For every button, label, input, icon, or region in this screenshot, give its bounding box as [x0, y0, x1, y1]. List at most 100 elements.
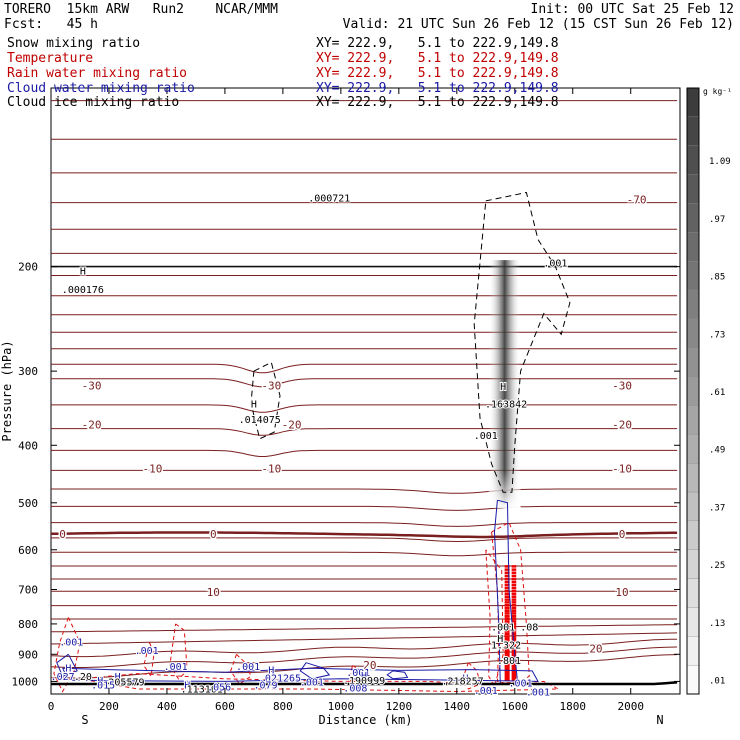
colorbar-swatch [686, 145, 700, 175]
field-xy-temperature: XY= 222.9, 5.1 to 222.9,149.8 [316, 51, 559, 66]
colorbar-swatch [686, 664, 700, 695]
field-label-temperature: Temperature [7, 51, 94, 66]
y-tick-label: 500 [18, 497, 38, 510]
colorbar-unit: g kg⁻¹ [703, 87, 732, 96]
colorbar-swatch [686, 289, 700, 320]
contour-annotation: .205579 [102, 677, 144, 688]
y-tick-label: 600 [18, 544, 38, 557]
rain-contour [53, 617, 81, 693]
y-tick-label: 300 [18, 365, 38, 378]
x-tick-label: 1000 [328, 700, 355, 713]
contour-annotation: .113161 [181, 685, 223, 696]
temperature-contour [51, 537, 678, 543]
rain-contour [230, 653, 252, 685]
temperature-label: 0 [210, 528, 217, 541]
rain-contour [485, 549, 504, 688]
contour-annotation: H [80, 266, 86, 277]
contour-annotation: .000176 [62, 285, 104, 296]
contour-annotation: .021265 [259, 674, 301, 685]
colorbar-swatch [686, 578, 700, 608]
contour-annotation: .190999 [343, 676, 385, 687]
freezing-level-contour [50, 531, 678, 539]
temperature-contour [51, 449, 678, 457]
field-xy-cloud-water: XY= 222.9, 5.1 to 222.9,149.8 [316, 81, 559, 96]
temperature-contour [50, 654, 678, 679]
colorbar-label: .13 [709, 619, 725, 629]
x-axis-label: Distance (km) [319, 713, 413, 727]
contour-annotation: .08 [520, 622, 538, 633]
temperature-label: 0 [59, 528, 66, 541]
temperature-label: 0 [619, 528, 626, 541]
temperature-contour [51, 363, 678, 374]
contour-annotation: H [97, 676, 103, 687]
y-tick-label: 700 [18, 584, 38, 597]
colorbar-swatch [686, 376, 700, 406]
temperature-contour [50, 646, 678, 668]
x-tick-label: 2000 [617, 700, 644, 713]
contour-annotation: .014075 [239, 415, 281, 426]
colorbar-swatch [686, 116, 700, 146]
colorbar-label: 1.09 [709, 157, 731, 167]
temperature-contour [51, 428, 678, 436]
colorbar-swatch [686, 174, 700, 204]
x-tick-label: 1400 [444, 700, 471, 713]
x-tick-label: 600 [215, 700, 235, 713]
plot-area [50, 87, 681, 695]
colorbar-label: .85 [709, 273, 725, 283]
temperature-labels: -70 -30 -30 -30 -20 -20 -20 -10 -10 -10 0 0 0 10 10 20 2… [58, 192, 648, 674]
direction-left: S [81, 713, 88, 727]
colorbar-swatch [686, 405, 700, 435]
colorbar-swatch [686, 636, 700, 666]
colorbar-swatch [686, 491, 700, 522]
cloud-water-contour [56, 653, 78, 677]
colorbar-frame [686, 87, 700, 695]
contour-annotation: .000721 [308, 194, 350, 205]
contour-annotation: .079 [253, 681, 277, 692]
temperature-label: -20 [612, 418, 632, 431]
contour-annotation: .015 [91, 681, 115, 692]
y-tick-label: 200 [18, 261, 38, 274]
colorbar-label: .25 [709, 561, 725, 571]
cloud-ice-contour [250, 361, 281, 440]
colorbar-swatch [686, 607, 700, 637]
temperature-contour [51, 378, 678, 388]
contour-annotation: .001 [300, 677, 324, 688]
snow-shading [488, 260, 521, 508]
x-tick-label: 1200 [386, 700, 413, 713]
field-label-snow: Snow mixing ratio [7, 36, 141, 51]
x-tick-label: 0 [48, 700, 55, 713]
colorbar-swatch [686, 347, 700, 377]
x-tick-label: 1800 [560, 700, 587, 713]
terrain-line [51, 681, 678, 686]
y-tick-label: 900 [18, 648, 38, 661]
colorbar-swatch [686, 549, 700, 579]
field-label-rain: Rain water mixing ratio [7, 66, 188, 81]
contour-annotation: .008 [343, 684, 367, 695]
temperature-label: -10 [612, 463, 632, 476]
temperature-label: 20 [363, 659, 376, 672]
valid-time: Valid: 21 UTC Sun 26 Feb 12 (15 CST Sun … [342, 17, 734, 32]
x-tick-label: 200 [99, 700, 119, 713]
colorbar-label: .01 [709, 677, 725, 687]
field-label-cloud-ice: Cloud ice mixing ratio [7, 95, 180, 110]
temperature-contour [51, 522, 678, 527]
colorbar-swatch [686, 318, 700, 348]
temperature-label: 10 [207, 586, 220, 599]
contour-annotation: .20 [74, 672, 92, 683]
field-xy-cloud-ice: XY= 222.9, 5.1 to 222.9,149.8 [316, 95, 559, 110]
cloud-ice-contour [473, 191, 571, 493]
field-xy-snow: XY= 222.9, 5.1 to 222.9,149.8 [316, 36, 559, 51]
colorbar-swatch [686, 462, 700, 493]
colorbar-label: .61 [709, 388, 725, 398]
contour-annotation: .801 [497, 656, 521, 667]
contour-annotation: .001 [236, 662, 260, 673]
forecast-hour: Fcst: 45 h [4, 17, 98, 32]
x-tick-label: 1600 [502, 700, 529, 713]
init-time: Init: 00 UTC Sat 25 Feb 12 [530, 2, 735, 17]
field-xy-rain: XY= 222.9, 5.1 to 222.9,149.8 [316, 66, 559, 81]
y-axis-label: Pressure (hPa) [0, 340, 14, 441]
temperature-label: -30 [261, 379, 281, 392]
temperature-contour [51, 488, 678, 494]
contour-annotation: 1.322 [491, 640, 521, 651]
contour-annotation: H [500, 382, 506, 393]
